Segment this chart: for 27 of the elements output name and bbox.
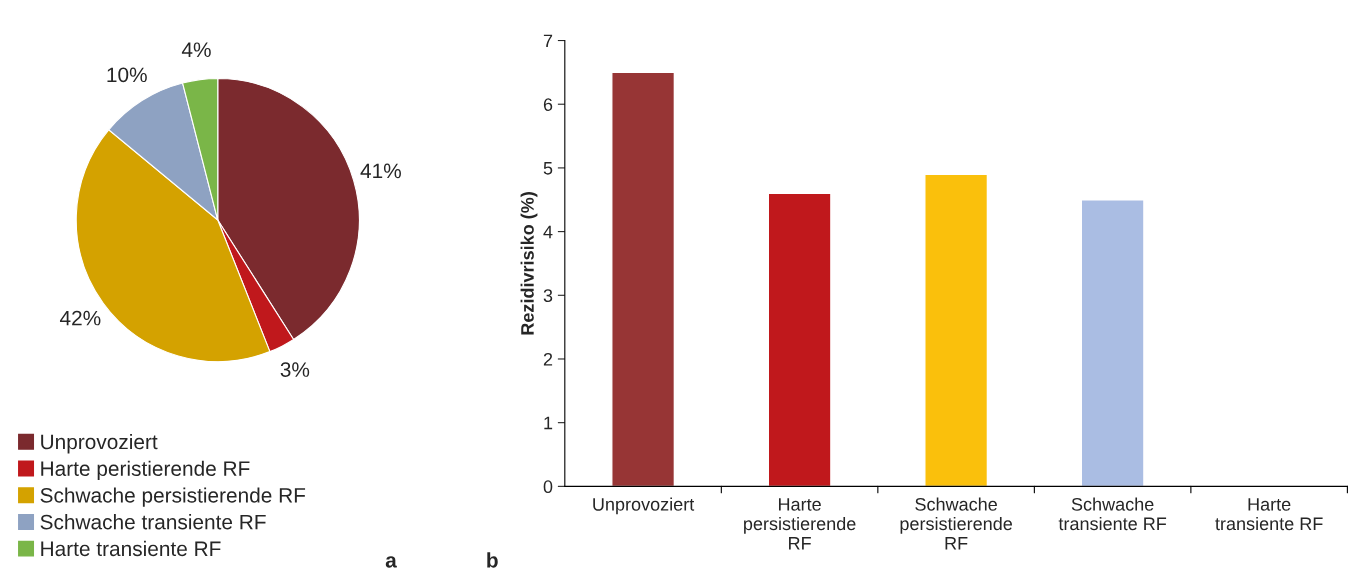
- y-tick-label: 5: [543, 162, 553, 175]
- y-axis-title: Rezidivrisiko (%): [520, 192, 538, 335]
- data-label: 4%: [181, 42, 211, 58]
- x-tick-label: Schwache persistierende RF: [900, 497, 1013, 550]
- legend-label: Harte peristierende RF: [41, 460, 250, 481]
- data-label: 10%: [107, 67, 147, 83]
- x-tick-label: Harte transiente RF: [1215, 498, 1323, 531]
- bar: [767, 192, 832, 487]
- y-tick-label: 4: [543, 225, 553, 239]
- y-tick-label: 0: [543, 480, 553, 494]
- y-tick-label: 1: [544, 416, 553, 430]
- x-tick-label: Schwache transiente RF: [1058, 497, 1167, 531]
- x-tick-label: Unprovoziert: [593, 497, 695, 515]
- data-label: 41%: [360, 163, 401, 179]
- text: b: [487, 552, 498, 568]
- data-label: 3%: [280, 362, 310, 377]
- legend-label: Unprovoziert: [41, 433, 158, 454]
- bar: [924, 173, 989, 487]
- x-tick-label: Harte persistierende RF: [744, 498, 856, 550]
- y-tick-label: 6: [543, 98, 553, 111]
- y-tick-label: 3: [543, 289, 553, 303]
- data-label: 42%: [59, 310, 101, 326]
- y-tick-label: 2: [543, 352, 553, 366]
- bar: [1080, 199, 1145, 487]
- bar: [611, 71, 676, 487]
- text: a: [385, 556, 397, 568]
- y-tick-label: 7: [543, 34, 553, 48]
